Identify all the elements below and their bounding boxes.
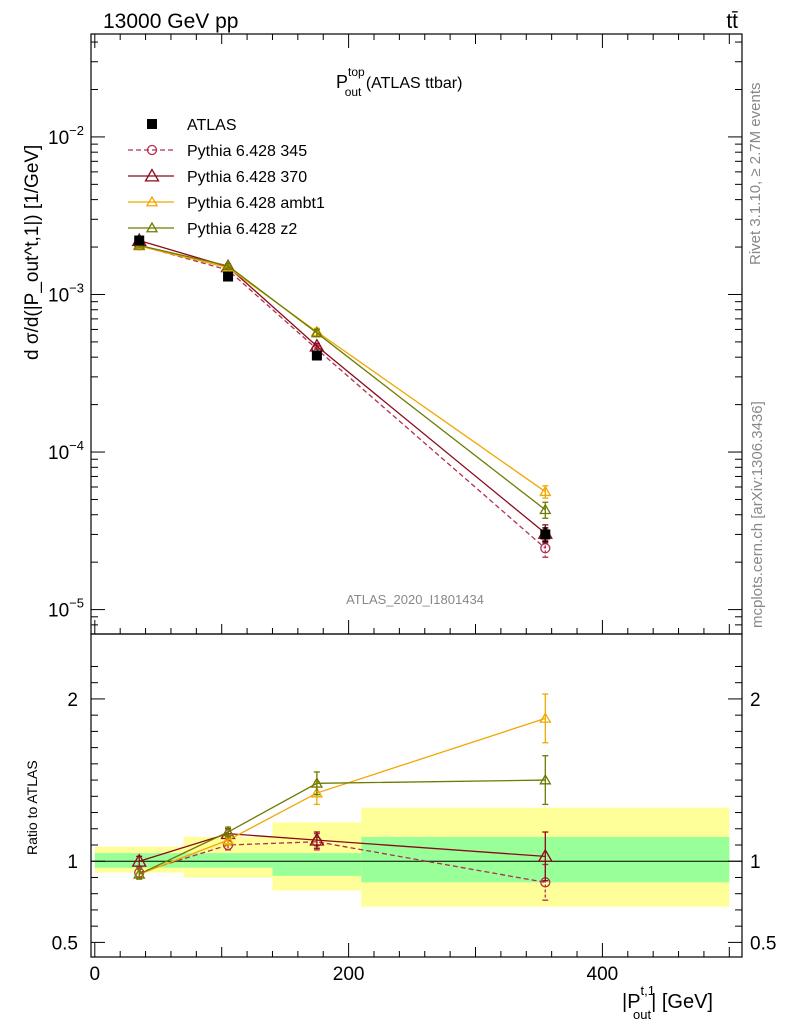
header-process: tt̄ xyxy=(726,10,738,33)
legend-label-data: ATLAS xyxy=(187,117,237,134)
ratio-ytick-label-right: 2 xyxy=(750,690,761,711)
main-point-data xyxy=(223,271,234,282)
y-axis-label-ratio: Ratio to ATLAS xyxy=(24,760,40,855)
ratio-point-s370 xyxy=(131,853,147,867)
ratio-line-s370 xyxy=(139,832,546,862)
main-line-s345 xyxy=(139,244,546,549)
ratio-ytick-label-right: 1 xyxy=(750,852,761,873)
main-line-z2 xyxy=(139,244,546,511)
legend-marker-z2 xyxy=(145,221,159,233)
analysis-watermark: ATLAS_2020_I1801434 xyxy=(346,592,484,607)
ratio-line-ambt1 xyxy=(138,717,546,875)
main-point-s345 xyxy=(540,543,551,554)
band-inner xyxy=(272,853,362,876)
ratio-point-z2 xyxy=(310,777,324,788)
legend-marker-data xyxy=(147,119,157,129)
ratio-xtick-label: 0 xyxy=(90,964,101,985)
main-point-data xyxy=(540,529,551,540)
main-line-ambt1 xyxy=(139,245,546,493)
main-ytick-label: 10−3 xyxy=(48,280,84,306)
ratio-point-z2 xyxy=(221,825,235,837)
ratio-xtick-label: 400 xyxy=(587,964,619,985)
ratio-ytick-label-left: 1 xyxy=(67,852,78,873)
main-point-ambt1 xyxy=(539,485,552,497)
ratio-panel xyxy=(131,693,553,901)
ratio-point-z2 xyxy=(539,773,552,785)
ratio-point-ambt1 xyxy=(221,833,235,845)
band-inner xyxy=(183,853,273,868)
main-ytick-label: 10−5 xyxy=(48,596,84,622)
main-point-data xyxy=(311,350,322,361)
ratio-ytick-label-left: 0.5 xyxy=(52,933,78,954)
ratio-point-ambt1 xyxy=(539,712,552,723)
legend-label-ambt1: Pythia 6.428 ambt1 xyxy=(187,195,325,212)
ratio-line-s345 xyxy=(139,841,546,883)
rivet-version: Rivet 3.1.10, ≥ 2.7M events xyxy=(747,83,764,266)
main-panel: ATLAS_2020_I1801434 Ptop out (ATLAS ttbar… xyxy=(131,65,553,607)
main-point-z2 xyxy=(310,326,324,338)
legend-label-z2: Pythia 6.428 z2 xyxy=(187,221,297,238)
main-ytick-label: 10−4 xyxy=(48,438,84,464)
main-point-z2 xyxy=(221,259,235,271)
main-ytick-label: 10−2 xyxy=(48,123,84,149)
legend-marker-s345 xyxy=(146,144,158,156)
ratio-point-z2 xyxy=(133,867,146,879)
main-point-data xyxy=(134,235,145,246)
y-axis-label-main: d σ/d(|P_out^t,1|) [1/GeV] xyxy=(22,145,43,360)
ratio-point-s370 xyxy=(309,832,325,846)
ratio-point-ambt1 xyxy=(310,786,324,798)
ratio-line-z2 xyxy=(138,779,546,875)
x-axis-label: |Pt,1 out| [GeV] xyxy=(622,983,713,1022)
legend: ATLAS Pythia 6.428 345 Pythia 6.428 370 Pyt… xyxy=(128,117,325,238)
ratio-frame xyxy=(90,633,743,958)
legend-label-s345: Pythia 6.428 345 xyxy=(187,143,307,160)
axes: 10−2 10−3 10−4 10−5 0 200 400 0.5 0.5 1 1 2 2 xyxy=(48,33,776,985)
ratio-xtick-label: 200 xyxy=(333,964,365,985)
ratio-ytick-label-right: 0.5 xyxy=(750,933,776,954)
legend-marker-ambt1 xyxy=(145,195,159,207)
header-energy: 13000 GeV pp xyxy=(103,10,238,33)
legend-label-s370: Pythia 6.428 370 xyxy=(187,169,307,186)
main-point-z2 xyxy=(539,503,552,515)
legend-marker-s370 xyxy=(144,168,160,182)
plot-title: Ptop out (ATLAS ttbar) xyxy=(336,65,462,99)
ratio-ytick-label-left: 2 xyxy=(67,690,78,711)
main-line-s370 xyxy=(139,239,546,534)
ratio-point-s370 xyxy=(537,848,553,862)
mcplots-credit: mcplots.cern.ch [arXiv:1306.3436] xyxy=(749,401,766,628)
